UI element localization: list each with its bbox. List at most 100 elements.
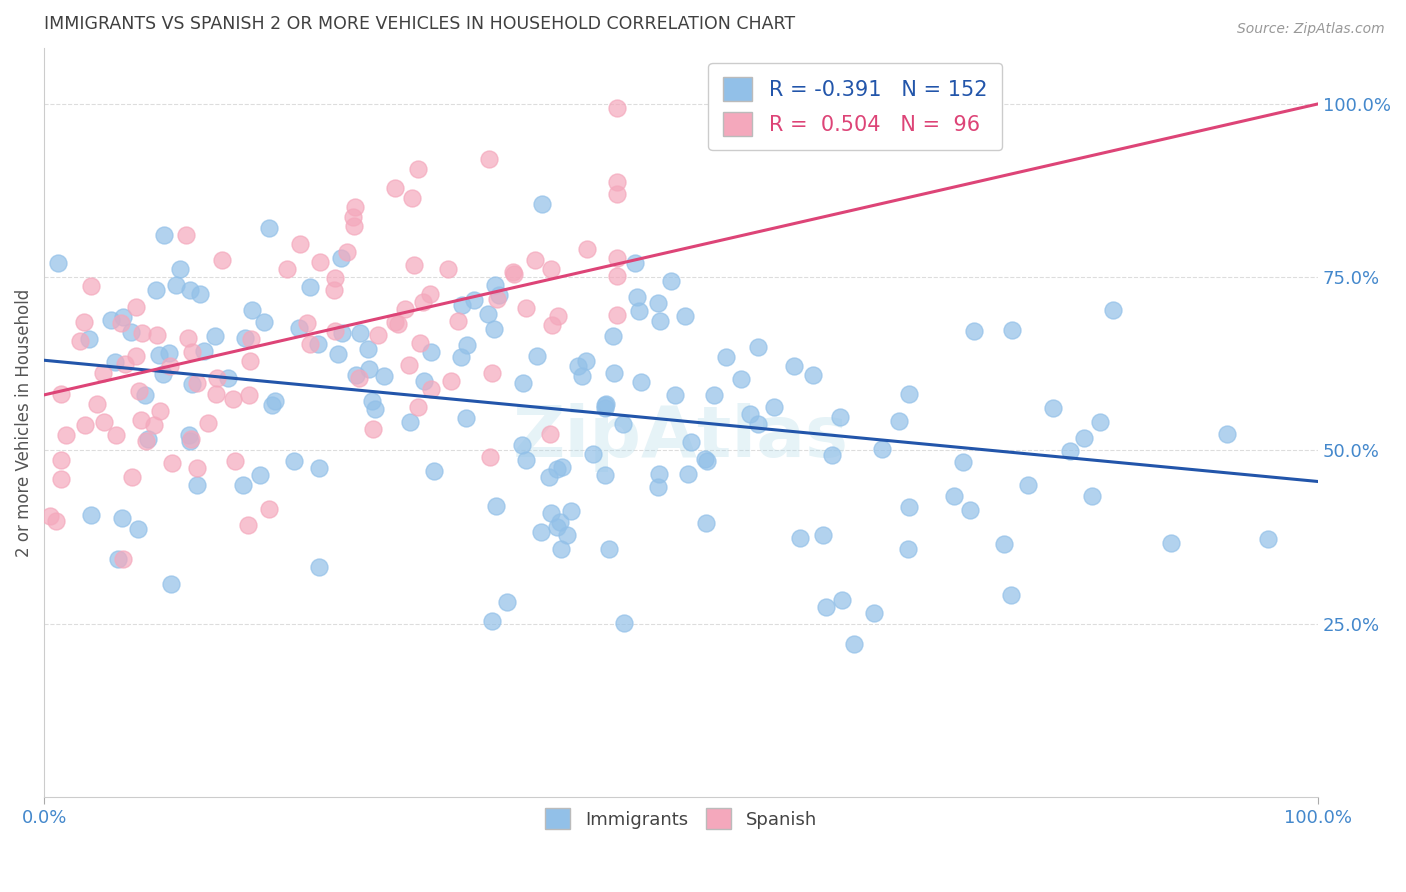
Point <box>538 427 561 442</box>
Point <box>179 428 201 442</box>
Point <box>360 393 382 408</box>
Point <box>555 528 578 542</box>
Point <box>232 478 254 492</box>
Point <box>409 335 432 350</box>
Point <box>503 267 526 281</box>
Point <box>575 354 598 368</box>
Text: ZipAtlas: ZipAtlas <box>513 403 849 472</box>
Point <box>204 329 226 343</box>
Point <box>145 327 167 342</box>
Point <box>80 278 103 293</box>
Point <box>593 401 616 416</box>
Point <box>180 345 202 359</box>
Point <box>626 290 648 304</box>
Point <box>49 472 72 486</box>
Point <box>127 522 149 536</box>
Point <box>598 541 620 556</box>
Point <box>157 346 180 360</box>
Point <box>952 455 974 469</box>
Point <box>747 417 769 431</box>
Point <box>540 507 562 521</box>
Point <box>264 394 287 409</box>
Point <box>75 418 97 433</box>
Point <box>423 464 446 478</box>
Point <box>142 417 165 432</box>
Point <box>406 400 429 414</box>
Point <box>582 447 605 461</box>
Point <box>1160 536 1182 550</box>
Point <box>114 357 136 371</box>
Point <box>763 400 786 414</box>
Point <box>205 387 228 401</box>
Point <box>308 461 330 475</box>
Point <box>419 345 441 359</box>
Point <box>479 450 502 464</box>
Point <box>288 237 311 252</box>
Point <box>502 265 524 279</box>
Point <box>328 347 350 361</box>
Point <box>336 245 359 260</box>
Point <box>815 599 838 614</box>
Point <box>488 288 510 302</box>
Point <box>606 268 628 283</box>
Point <box>125 349 148 363</box>
Point <box>179 434 201 448</box>
Point <box>606 175 628 189</box>
Point <box>299 280 322 294</box>
Point <box>898 500 921 514</box>
Point <box>55 427 77 442</box>
Point <box>548 515 571 529</box>
Point <box>394 301 416 316</box>
Point <box>323 271 346 285</box>
Legend: Immigrants, Spanish: Immigrants, Spanish <box>538 801 824 837</box>
Point <box>77 332 100 346</box>
Point <box>398 359 420 373</box>
Point <box>349 326 371 341</box>
Point <box>193 344 215 359</box>
Point <box>135 434 157 449</box>
Point <box>149 404 172 418</box>
Point <box>437 261 460 276</box>
Point <box>593 398 616 412</box>
Point <box>128 384 150 398</box>
Point <box>647 295 669 310</box>
Point <box>1059 444 1081 458</box>
Point <box>678 467 700 481</box>
Point <box>463 293 485 307</box>
Point <box>454 410 477 425</box>
Point <box>664 388 686 402</box>
Point <box>107 552 129 566</box>
Point <box>530 196 553 211</box>
Point <box>650 313 672 327</box>
Point <box>73 315 96 329</box>
Point <box>456 338 478 352</box>
Point <box>160 577 183 591</box>
Point <box>373 369 395 384</box>
Point <box>401 191 423 205</box>
Point <box>870 442 893 457</box>
Point <box>260 397 283 411</box>
Point <box>205 370 228 384</box>
Point <box>512 376 534 390</box>
Point <box>104 428 127 442</box>
Point <box>343 219 366 233</box>
Point <box>398 415 420 429</box>
Point <box>486 292 509 306</box>
Point <box>152 367 174 381</box>
Point <box>257 502 280 516</box>
Point <box>693 451 716 466</box>
Point <box>249 467 271 482</box>
Point <box>1257 532 1279 546</box>
Point <box>384 316 406 330</box>
Point <box>111 511 134 525</box>
Point <box>661 275 683 289</box>
Point <box>217 371 239 385</box>
Point <box>356 342 378 356</box>
Point <box>91 366 114 380</box>
Text: IMMIGRANTS VS SPANISH 2 OR MORE VEHICLES IN HOUSEHOLD CORRELATION CHART: IMMIGRANTS VS SPANISH 2 OR MORE VEHICLES… <box>44 15 796 33</box>
Point <box>1000 323 1022 337</box>
Point <box>211 252 233 267</box>
Point <box>541 318 564 332</box>
Point <box>111 552 134 566</box>
Point <box>169 262 191 277</box>
